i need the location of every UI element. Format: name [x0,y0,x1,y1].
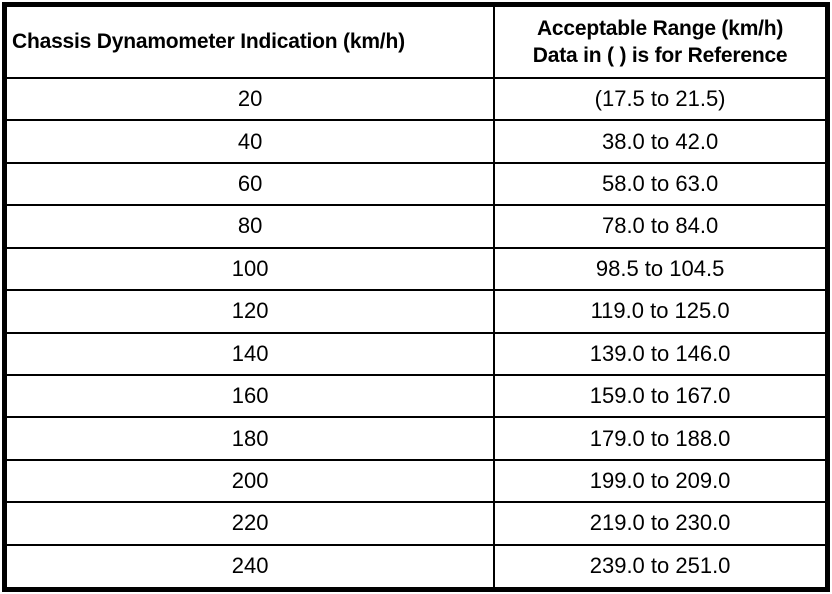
cell-range: 239.0 to 251.0 [493,543,829,591]
cell-indication: 80 [3,204,496,249]
cell-range: (17.5 to 21.5) [493,76,829,122]
cell-indication: 60 [3,161,496,207]
cell-range: 159.0 to 167.0 [493,373,829,419]
table-row: 40 38.0 to 42.0 [3,119,829,164]
cell-indication: 40 [3,119,496,164]
cell-range: 98.5 to 104.5 [493,246,829,292]
cell-indication: 140 [3,331,496,376]
cell-range: 199.0 to 209.0 [493,458,829,504]
cell-indication: 20 [3,76,496,122]
table-header: Chassis Dynamometer Indication (km/h) Ac… [3,3,829,79]
cell-range: 179.0 to 188.0 [493,416,829,461]
table-row: 60 58.0 to 63.0 [3,161,829,207]
cell-indication: 180 [3,416,496,461]
cell-range: 119.0 to 125.0 [493,289,829,334]
header-range-line2: Data in ( ) is for Reference [532,44,788,67]
cell-range: 38.0 to 42.0 [493,119,829,164]
table-row: 160 159.0 to 167.0 [3,373,829,419]
header-row: Chassis Dynamometer Indication (km/h) Ac… [3,3,829,79]
cell-indication: 160 [3,373,496,419]
cell-indication: 100 [3,246,496,292]
table-row: 240 239.0 to 251.0 [3,543,829,591]
header-range: Acceptable Range (km/h) Data in ( ) is f… [493,3,829,79]
table-row: 120 119.0 to 125.0 [3,289,829,334]
table-body: 20 (17.5 to 21.5) 40 38.0 to 42.0 60 58.… [3,76,829,591]
cell-indication: 120 [3,289,496,334]
cell-indication: 240 [3,543,496,591]
header-range-line1: Acceptable Range (km/h) [536,16,784,40]
table-row: 100 98.5 to 104.5 [3,246,829,292]
header-indication: Chassis Dynamometer Indication (km/h) [3,3,496,79]
table-row: 200 199.0 to 209.0 [3,458,829,504]
cell-range: 58.0 to 63.0 [493,161,829,207]
cell-range: 139.0 to 146.0 [493,331,829,376]
cell-indication: 220 [3,501,496,546]
table-row: 80 78.0 to 84.0 [3,204,829,249]
cell-indication: 200 [3,458,496,504]
table-row: 20 (17.5 to 21.5) [3,76,829,122]
table-row: 220 219.0 to 230.0 [3,501,829,546]
cell-range: 78.0 to 84.0 [493,204,829,249]
cell-range: 219.0 to 230.0 [493,501,829,546]
table-row: 140 139.0 to 146.0 [3,331,829,376]
table-row: 180 179.0 to 188.0 [3,416,829,461]
